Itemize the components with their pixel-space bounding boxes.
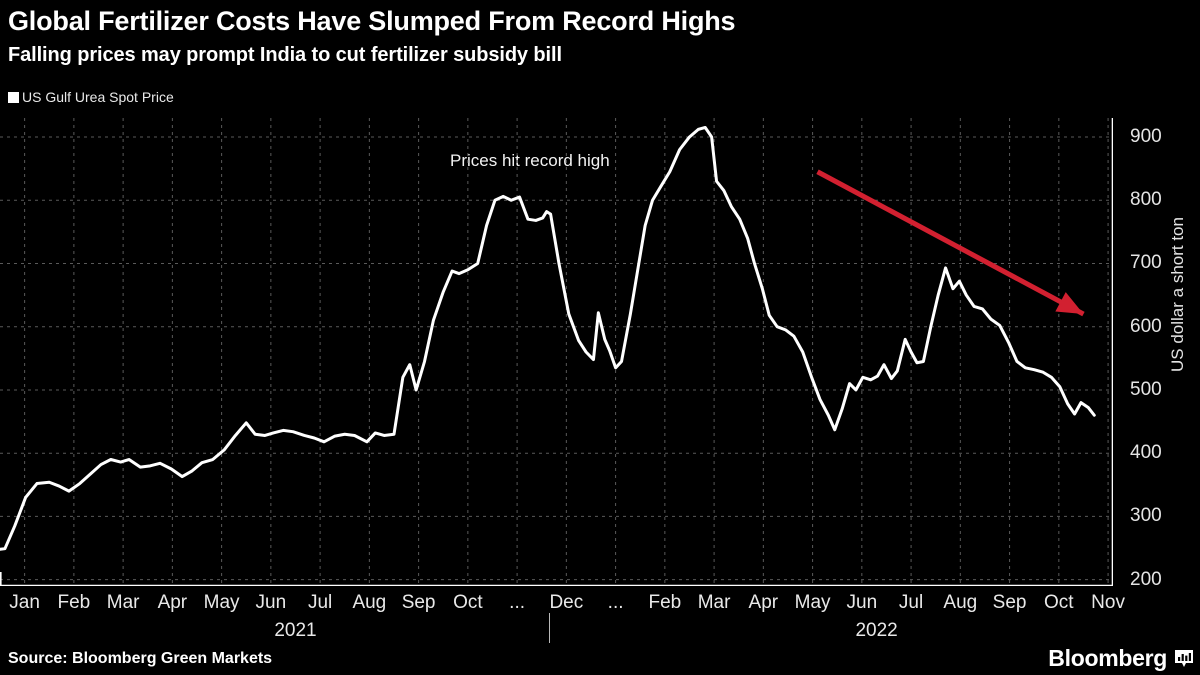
x-axis-tick-14: Mar xyxy=(697,592,731,613)
y-axis-tick-800: 800 xyxy=(1130,189,1162,211)
x-axis-tick-9: Oct xyxy=(453,592,483,613)
trend-arrow-layer xyxy=(816,169,1085,317)
y-axis-title: US dollar a short ton xyxy=(1168,217,1187,372)
brand-name: Bloomberg xyxy=(1048,645,1167,671)
legend-swatch-icon xyxy=(8,91,19,103)
source-note: Source: Bloomberg Green Markets xyxy=(8,650,273,667)
x-axis-tick-4: May xyxy=(203,592,240,613)
x-axis-tick-18: Jul xyxy=(898,592,924,613)
x-axis-tick-2: Mar xyxy=(106,592,140,613)
x-axis-tick-8: Sep xyxy=(401,592,436,613)
x-axis-tick-21: Oct xyxy=(1044,592,1074,613)
x-axis-tick-5: Jun xyxy=(255,592,287,613)
page-title: Global Fertilizer Costs Have Slumped Fro… xyxy=(8,6,736,36)
x-axis-tick-3: Apr xyxy=(157,592,188,613)
y-axis-tick-600: 600 xyxy=(1130,315,1162,337)
x-axis-tick-20: Sep xyxy=(992,592,1027,613)
x-axis-tick-15: Apr xyxy=(748,592,779,613)
x-axis-tick-0: Jan xyxy=(9,592,40,613)
axis-lines xyxy=(0,118,1113,586)
x-axis-tick-19: Aug xyxy=(943,592,978,613)
x-axis-tick-10: ... xyxy=(509,592,526,613)
x-axis-year-2021: 2021 xyxy=(274,620,317,641)
x-axis-tick-12: ... xyxy=(607,592,624,613)
gridlines xyxy=(0,118,1113,586)
x-axis-tick-17: Jun xyxy=(846,592,878,613)
y-axis-tick-400: 400 xyxy=(1130,442,1162,464)
x-axis-tick-11: Dec xyxy=(549,592,584,613)
chart-legend: US Gulf Urea Spot Price xyxy=(8,89,174,105)
x-axis-tick-7: Aug xyxy=(352,592,387,613)
y-axis-tick-900: 900 xyxy=(1130,125,1162,147)
y-axis-tick-700: 700 xyxy=(1130,252,1162,274)
bloomberg-terminal-icon xyxy=(1174,649,1194,669)
bloomberg-brand: Bloomberg xyxy=(1048,645,1194,672)
y-axis-tick-500: 500 xyxy=(1130,378,1162,400)
chart-plot-area xyxy=(0,118,1113,586)
page-subtitle: Falling prices may prompt India to cut f… xyxy=(8,44,562,66)
x-axis-tick-13: Feb xyxy=(648,592,682,613)
legend-label: US Gulf Urea Spot Price xyxy=(22,89,174,105)
line-chart-svg xyxy=(0,118,1113,586)
x-axis-tick-22: Nov xyxy=(1091,592,1125,613)
x-axis-tick-16: May xyxy=(794,592,831,613)
y-axis-tick-200: 200 xyxy=(1130,568,1162,590)
x-axis-year-2022: 2022 xyxy=(855,620,898,641)
year-divider xyxy=(549,613,551,643)
record-high-annotation: Prices hit record high xyxy=(450,151,610,170)
x-axis-tick-6: Jul xyxy=(307,592,333,613)
y-axis-tick-300: 300 xyxy=(1130,505,1162,527)
x-axis-tick-1: Feb xyxy=(57,592,91,613)
data-series-layer xyxy=(0,125,1096,551)
